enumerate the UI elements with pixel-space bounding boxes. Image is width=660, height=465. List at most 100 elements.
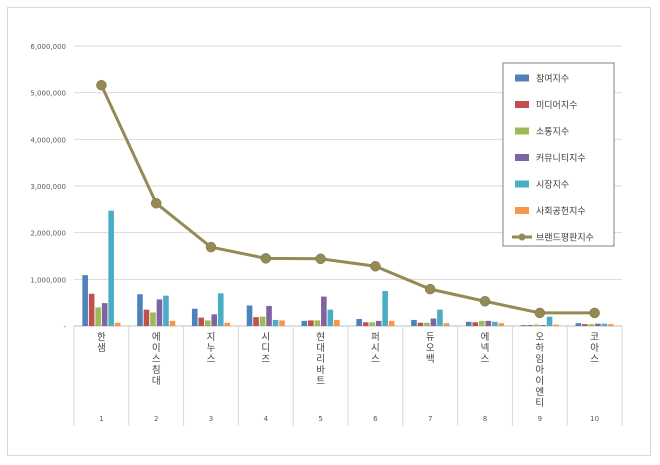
series-line bbox=[100, 84, 595, 315]
bar bbox=[601, 323, 608, 326]
bar bbox=[388, 320, 395, 326]
legend-marker bbox=[518, 233, 526, 241]
bar bbox=[356, 319, 362, 326]
bar bbox=[527, 325, 533, 326]
bar bbox=[417, 322, 424, 326]
y-tick-label: 1,000,000 bbox=[30, 276, 66, 284]
legend-swatch bbox=[515, 101, 529, 108]
bar bbox=[443, 323, 450, 326]
bar bbox=[498, 323, 505, 326]
bar bbox=[163, 295, 169, 326]
category-rank-label: 9 bbox=[538, 415, 542, 423]
bar bbox=[582, 324, 588, 326]
category-rank-label: 3 bbox=[209, 415, 213, 423]
category-rank-label: 4 bbox=[264, 415, 269, 423]
line-point bbox=[370, 261, 381, 272]
y-tick-label: 5,000,000 bbox=[30, 90, 66, 98]
legend-label: 사회공헌지수 bbox=[536, 206, 586, 217]
legend-label: 참여지수 bbox=[536, 73, 569, 85]
category-rank-label: 7 bbox=[428, 415, 432, 423]
bar bbox=[82, 275, 88, 326]
line-point bbox=[589, 307, 600, 319]
bar bbox=[204, 320, 211, 326]
x-axis: 한 샘 1 에 이 스 침 대 2 지 누 스 3 시 디 즈 4 현 대 리 바 트 5 퍼 시 스 6 듀 오 백 7 에 넥 스 8 오 하 임 아 이… bbox=[73, 326, 623, 426]
line-point bbox=[534, 307, 546, 319]
bar bbox=[308, 320, 314, 326]
bar bbox=[520, 325, 527, 326]
bar bbox=[485, 320, 492, 326]
bar bbox=[465, 321, 472, 326]
y-tick-label: 6,000,000 bbox=[30, 43, 66, 51]
bar bbox=[108, 210, 114, 326]
bar bbox=[246, 305, 253, 326]
bar bbox=[301, 320, 308, 326]
bar bbox=[478, 320, 485, 326]
bar bbox=[553, 324, 559, 326]
category-rank-label: 2 bbox=[154, 415, 158, 423]
bar bbox=[169, 320, 176, 326]
bar bbox=[362, 322, 369, 326]
bar bbox=[114, 322, 121, 326]
line-point bbox=[96, 79, 107, 91]
bar bbox=[101, 303, 108, 326]
y-tick-label: - bbox=[63, 323, 66, 331]
y-axis: - 1,000,000 2,000,000 3,000,000 4,000,000 5,0… bbox=[30, 43, 66, 331]
line-point bbox=[479, 296, 491, 307]
bar bbox=[95, 307, 101, 326]
bar bbox=[198, 317, 205, 326]
bar bbox=[382, 291, 388, 326]
line-point bbox=[424, 283, 436, 295]
legend-label: 소통지수 bbox=[536, 127, 569, 138]
legend-swatch bbox=[515, 127, 529, 135]
category-rank-label: 1 bbox=[99, 415, 103, 423]
bar bbox=[211, 314, 218, 326]
bar bbox=[259, 316, 266, 326]
bar bbox=[472, 322, 479, 326]
bar bbox=[150, 312, 156, 326]
brand-index-line bbox=[96, 79, 600, 319]
bar bbox=[608, 324, 614, 326]
bar bbox=[411, 319, 417, 326]
bar bbox=[375, 320, 382, 326]
line-point bbox=[150, 198, 162, 209]
y-tick-label: 2,000,000 bbox=[30, 230, 66, 238]
y-tick-label: 3,000,000 bbox=[30, 183, 66, 191]
bar bbox=[314, 320, 321, 326]
bar bbox=[253, 317, 259, 326]
bar bbox=[491, 321, 498, 326]
category-rank-label: 6 bbox=[373, 415, 378, 423]
bar bbox=[272, 319, 279, 326]
line-point bbox=[205, 241, 217, 253]
bar bbox=[224, 322, 231, 326]
bar bbox=[88, 293, 95, 326]
legend-swatch bbox=[515, 207, 529, 214]
bar-series bbox=[82, 210, 614, 326]
bar bbox=[424, 322, 430, 326]
legend-label: 브랜드평판지수 bbox=[536, 233, 594, 244]
bar bbox=[588, 324, 595, 326]
legend-swatch bbox=[515, 74, 529, 82]
bar bbox=[533, 324, 540, 326]
category-rank-label: 10 bbox=[590, 415, 599, 423]
bar bbox=[430, 318, 437, 326]
line-point bbox=[260, 253, 272, 264]
bar bbox=[575, 323, 582, 326]
y-tick-label: 4,000,000 bbox=[30, 136, 66, 144]
bar bbox=[540, 325, 546, 326]
bar bbox=[321, 296, 327, 326]
bar bbox=[279, 320, 285, 326]
bar bbox=[369, 322, 375, 326]
category-rank-label: 5 bbox=[318, 415, 322, 423]
gridlines bbox=[74, 45, 622, 327]
legend-swatch bbox=[515, 154, 529, 161]
category-rank-label: 8 bbox=[483, 415, 487, 423]
bar bbox=[217, 293, 224, 326]
bar bbox=[137, 294, 143, 326]
